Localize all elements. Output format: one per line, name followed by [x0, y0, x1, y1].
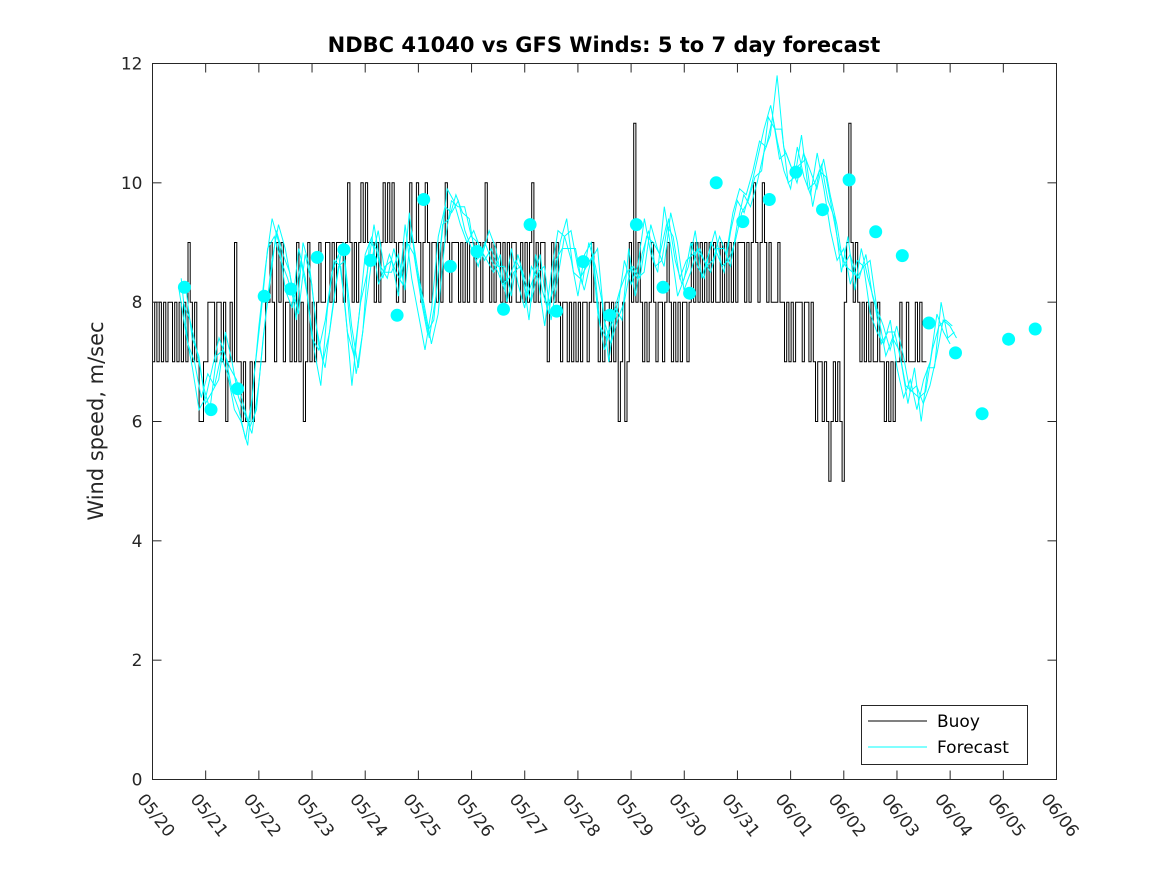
forecast-marker — [390, 308, 404, 322]
forecast-marker — [816, 203, 829, 217]
y-tick-label: 10 — [121, 174, 143, 194]
series-layer — [152, 75, 1042, 482]
y-tick-label: 8 — [132, 293, 143, 313]
forecast-marker — [603, 308, 617, 322]
forecast-marker — [417, 193, 431, 206]
forecast-marker — [177, 280, 191, 294]
legend-box — [861, 705, 1028, 765]
forecast-marker — [629, 218, 643, 232]
forecast-marker — [231, 382, 245, 396]
forecast-marker — [895, 249, 909, 263]
y-tick-label: 6 — [132, 413, 143, 433]
forecast-marker — [1002, 332, 1016, 346]
forecast-marker — [470, 245, 484, 258]
y-tick-label: 2 — [132, 651, 143, 671]
forecast-marker — [922, 316, 936, 330]
forecast-series-line-4 — [185, 75, 957, 434]
forecast-marker — [310, 250, 324, 264]
forecast-marker — [683, 286, 697, 300]
forecast-marker — [789, 165, 803, 179]
forecast-marker — [364, 253, 377, 267]
forecast-marker — [204, 403, 218, 417]
forecast-marker — [975, 407, 989, 421]
forecast-marker — [257, 289, 271, 303]
forecast-marker — [284, 282, 298, 296]
forecast-marker — [576, 255, 590, 269]
forecast-marker — [656, 280, 670, 294]
y-tick-label: 0 — [132, 771, 143, 791]
forecast-marker — [337, 243, 351, 257]
chart-title: NDBC 41040 vs GFS Winds: 5 to 7 day fore… — [328, 33, 881, 57]
forecast-marker — [523, 218, 537, 232]
forecast-marker — [550, 304, 564, 318]
legend-buoy-label: Buoy — [937, 712, 980, 732]
y-tick-label: 12 — [121, 55, 143, 75]
forecast-marker — [949, 346, 962, 360]
buoy-series-line — [152, 122, 927, 482]
forecast-marker — [762, 193, 776, 206]
y-tick-label: 4 — [132, 532, 143, 552]
forecast-marker — [1028, 322, 1042, 336]
forecast-marker — [443, 259, 457, 273]
forecast-marker — [497, 302, 510, 316]
y-axis: 0 2 4 6 8 10 12 — [121, 55, 1057, 791]
legend-forecast-label: Forecast — [937, 738, 1009, 758]
forecast-marker — [736, 215, 750, 229]
legend: Buoy Forecast — [861, 705, 1028, 765]
forecast-marker — [842, 173, 856, 187]
forecast-marker — [869, 225, 883, 239]
y-axis-label: Wind speed, m/sec — [84, 321, 108, 520]
forecast-marker — [709, 176, 723, 190]
